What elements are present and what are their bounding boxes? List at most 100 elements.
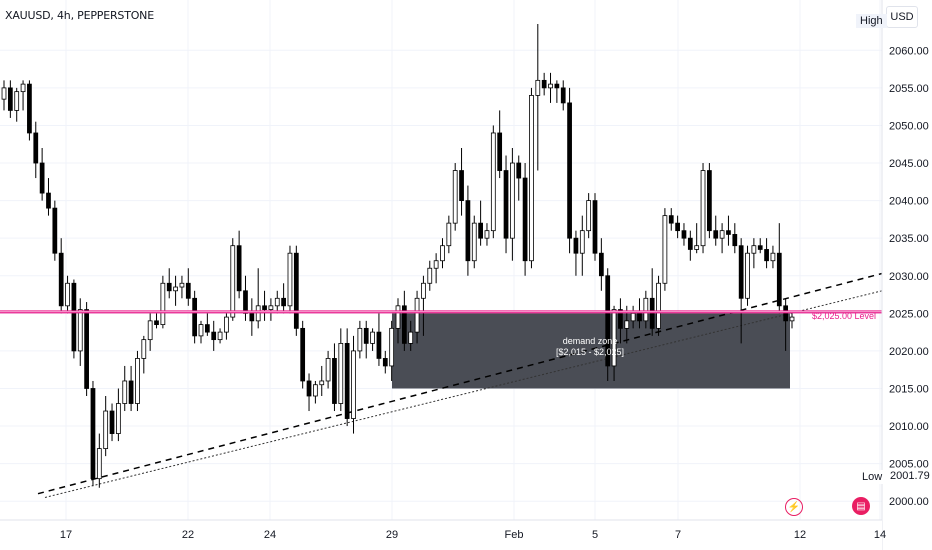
candle-body [713, 230, 719, 239]
candle-body [738, 245, 744, 299]
price-tick-label: 2055.00 [889, 83, 929, 95]
candle-body [243, 290, 248, 314]
candle-body [192, 297, 198, 337]
candle-body [198, 324, 204, 337]
candle-body [7, 87, 13, 111]
price-axis: 2060.00 2055.00 2050.00 2045.00 2040.00 2035.… [889, 45, 929, 508]
currency-button[interactable]: USD [886, 6, 918, 28]
candle-body [764, 249, 769, 262]
candle-body [592, 200, 598, 254]
price-tick-label: 2025.00 [889, 308, 929, 320]
candle-body [185, 282, 191, 299]
candle-body [611, 309, 617, 367]
price-tick-label: 2060.00 [889, 45, 929, 57]
candle-body [173, 286, 178, 292]
candle-body [128, 380, 134, 404]
candle-body [122, 380, 128, 404]
candle-body [224, 316, 229, 333]
candle-body [46, 192, 51, 209]
candle-body [726, 230, 731, 235]
candle-body [135, 358, 140, 404]
low-value: 2001.79 [890, 470, 930, 482]
candle-body [382, 358, 388, 367]
candle-body [452, 170, 458, 224]
candle-body [300, 327, 306, 382]
candle-body [573, 237, 579, 254]
candle-body [776, 252, 782, 307]
candle-body [643, 297, 649, 322]
candle-body [230, 245, 236, 318]
candle-body [141, 339, 147, 359]
candle-body [27, 83, 32, 134]
price-tick-label: 2045.00 [889, 158, 929, 170]
candle-body [293, 252, 299, 329]
price-tick-label: 2000.00 [889, 496, 929, 508]
candle-body [656, 282, 661, 329]
candle-body [560, 87, 566, 104]
candle-body [668, 215, 674, 224]
candle-body [554, 83, 560, 89]
candle-body [287, 252, 293, 307]
time-axis: 17 22 24 29 Feb 5 7 12 14 [60, 529, 886, 541]
candle-body [370, 331, 375, 344]
candle-body [103, 410, 109, 450]
price-tick-label: 2035.00 [889, 233, 929, 245]
economic-events-icon[interactable]: ▤ [852, 497, 870, 515]
candle-body [14, 91, 20, 111]
time-axis-bg [0, 520, 882, 550]
candle-body [459, 170, 464, 202]
candle-body [255, 305, 261, 322]
price-axis-bg [882, 0, 932, 550]
candle-body [116, 403, 121, 434]
candle-body [236, 245, 242, 292]
candle-body [281, 297, 286, 307]
candle-body [567, 102, 572, 239]
candle-body [262, 305, 267, 310]
candle-body [649, 297, 655, 329]
candle-body [484, 230, 490, 239]
candle-body [274, 297, 280, 307]
candle-body [1, 87, 7, 100]
candle-body [249, 312, 255, 322]
candle-body [306, 380, 312, 397]
candle-body [96, 448, 102, 480]
time-tick-label: 14 [874, 529, 886, 541]
candle-body [332, 358, 337, 404]
chart-title: XAUUSD, 4h, PEPPERSTONE [5, 9, 154, 22]
candle-body [204, 324, 210, 333]
candle-body [440, 245, 445, 262]
candle-body [681, 230, 687, 239]
demand-zone-range: [$2,015 - $2,025] [556, 347, 624, 357]
candle-body [503, 170, 509, 239]
candle-body [376, 331, 382, 359]
candle-body [433, 260, 439, 269]
lightning-icon[interactable]: ⚡ [785, 498, 803, 516]
high-label: High [856, 14, 887, 28]
candle-body [325, 358, 331, 382]
candle-body [90, 388, 96, 480]
candle-body [401, 305, 407, 344]
time-tick-label: Feb [505, 529, 524, 541]
candle-body [109, 410, 115, 434]
time-tick-label: 7 [675, 529, 681, 541]
candle-body [751, 245, 757, 254]
candle-body [319, 380, 325, 386]
candle-body [217, 331, 223, 341]
candle-body [414, 297, 420, 333]
candle-body [630, 312, 636, 322]
candle-body [700, 170, 706, 247]
candle-body [58, 252, 64, 307]
time-tick-label: 17 [60, 529, 72, 541]
candle-body [529, 94, 534, 262]
time-tick-label: 12 [794, 529, 806, 541]
price-tick-label: 2030.00 [889, 271, 929, 283]
candle-body [624, 320, 630, 329]
candle-body [719, 230, 725, 239]
level-label: $2,025.00 Level [812, 311, 876, 321]
candle-body [427, 267, 433, 284]
candle-body [166, 282, 172, 292]
price-tick-label: 2015.00 [889, 383, 929, 395]
candle-body [465, 200, 471, 262]
candle-body [745, 252, 750, 299]
